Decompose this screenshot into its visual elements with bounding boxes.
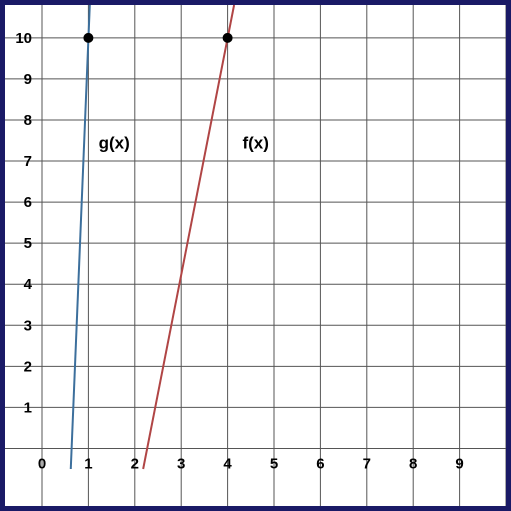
x-tick-label: 9	[455, 455, 463, 472]
x-tick-label: 6	[316, 455, 324, 472]
x-tick-label: 5	[270, 455, 278, 472]
y-tick-label: 10	[15, 30, 32, 47]
x-tick-label: 7	[363, 455, 371, 472]
y-tick-label: 8	[24, 112, 32, 129]
y-tick-label: 4	[24, 276, 33, 293]
y-tick-label: 3	[24, 317, 32, 334]
y-tick-label: 7	[24, 153, 32, 170]
x-tick-label: 1	[84, 455, 92, 472]
x-tick-label: 8	[409, 455, 417, 472]
y-tick-label: 5	[24, 235, 32, 252]
chart-container: 0 1 2 3 4 5 6 7 8 9 1 2 3 4 5 6 7 8 9 10 g(x) f(x)	[0, 0, 511, 511]
marker-point	[83, 33, 93, 43]
y-tick-label: 1	[24, 399, 32, 416]
marker-point	[223, 33, 233, 43]
y-tick-label: 9	[24, 71, 32, 88]
x-tick-label: 4	[223, 455, 232, 472]
series-label-g: g(x)	[99, 134, 130, 153]
x-tick-label: 2	[131, 455, 139, 472]
y-tick-label: 6	[24, 194, 32, 211]
x-tick-label: 3	[177, 455, 185, 472]
chart-svg: 0 1 2 3 4 5 6 7 8 9 1 2 3 4 5 6 7 8 9 10 g(x) f(x)	[0, 0, 511, 511]
y-tick-label: 2	[24, 358, 32, 375]
series-label-f: f(x)	[242, 134, 268, 153]
x-tick-label: 0	[38, 455, 46, 472]
